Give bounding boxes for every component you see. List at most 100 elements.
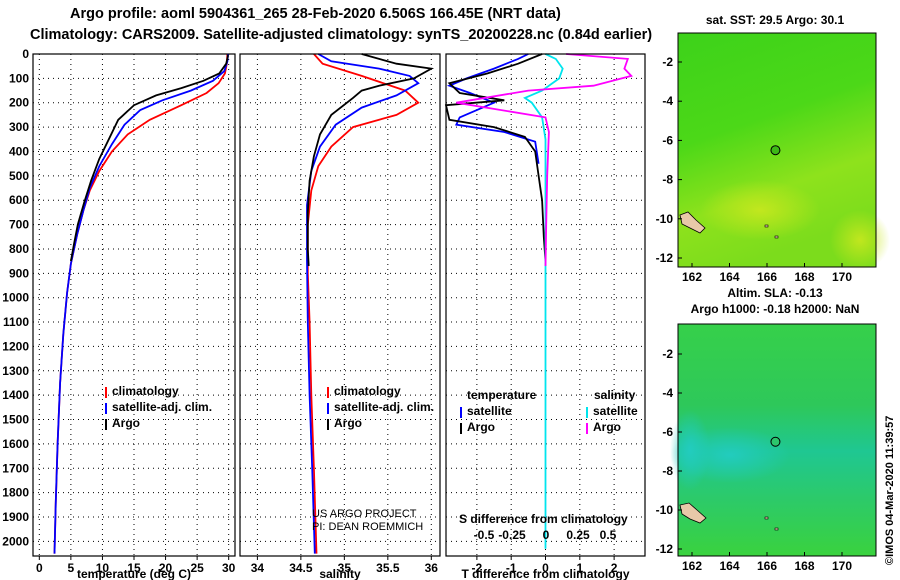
depth-tick-label: 1200 bbox=[2, 339, 29, 353]
x-tick-label: 35.5 bbox=[376, 561, 400, 575]
depth-tick-label: 1600 bbox=[2, 437, 29, 451]
sla-high-patch bbox=[670, 410, 710, 490]
sst-warm-patch bbox=[830, 210, 890, 270]
x-axis-label: salinity bbox=[319, 567, 361, 580]
project-annotation: US ARGO PROJECT bbox=[312, 508, 417, 520]
chart-title-line1: Argo profile: aoml 5904361_265 28-Feb-20… bbox=[70, 6, 561, 22]
map-lat-tick: -6 bbox=[662, 133, 673, 147]
chart-title-line2: Climatology: CARS2009. Satellite-adjuste… bbox=[30, 27, 653, 43]
legend-title-temperature: temperature bbox=[467, 388, 537, 402]
imos-timestamp: ©IMOS 04-Mar-2020 11:39:57 bbox=[884, 416, 896, 565]
s-difference-title: S difference from climatology bbox=[459, 512, 628, 526]
s-tick-label: 0 bbox=[543, 528, 550, 542]
island-land bbox=[764, 224, 769, 228]
depth-tick-label: 1700 bbox=[2, 461, 29, 475]
map-lon-tick: 166 bbox=[757, 559, 777, 573]
depth-tick-label: 1500 bbox=[2, 413, 29, 427]
x-tick-label: 25 bbox=[190, 561, 204, 575]
map-lat-tick: -12 bbox=[656, 251, 674, 265]
sla-map: Altim. SLA: -0.13 Argo h1000: -0.18 h200… bbox=[656, 286, 877, 573]
island-land bbox=[774, 235, 779, 239]
depth-tick-label: 600 bbox=[9, 193, 29, 207]
legend-title-salinity: salinity bbox=[594, 388, 636, 402]
x-tick-label: 5 bbox=[68, 561, 75, 575]
sst-map: sat. SST: 29.5 Argo: 30.1 -2 -4 -6 -8 -10 -12… bbox=[656, 13, 890, 284]
depth-tick-label: 400 bbox=[9, 144, 29, 158]
series-line-t-argo bbox=[444, 53, 547, 262]
map-lon-tick: 170 bbox=[832, 559, 852, 573]
map-lon-tick: 168 bbox=[794, 270, 814, 284]
series-line-satellite-adj-clim- bbox=[53, 53, 229, 554]
x-tick-label: -2 bbox=[472, 561, 483, 575]
sla-map-frame bbox=[677, 323, 877, 557]
depth-tick-label: 1300 bbox=[2, 364, 29, 378]
map-lon-tick: 164 bbox=[719, 270, 739, 284]
legend-label: satellite-adj. clim. bbox=[112, 400, 212, 414]
sst-map-frame bbox=[677, 32, 877, 268]
map-lon-tick: 164 bbox=[719, 559, 739, 573]
map-lon-tick: 168 bbox=[794, 559, 814, 573]
x-tick-label: 36 bbox=[425, 561, 439, 575]
island-land bbox=[764, 516, 769, 520]
map-lon-tick: 166 bbox=[757, 270, 777, 284]
map-lat-tick: -6 bbox=[662, 425, 673, 439]
sst-map-title: sat. SST: 29.5 Argo: 30.1 bbox=[706, 13, 845, 27]
s-tick-label: -0.5 bbox=[474, 528, 495, 542]
depth-tick-label: 800 bbox=[9, 242, 29, 256]
sst-warm-patch bbox=[700, 180, 820, 240]
x-tick-label: 1 bbox=[576, 561, 583, 575]
pi-annotation: PI: DEAN ROEMMICH bbox=[312, 521, 423, 533]
argo-float-marker bbox=[770, 145, 781, 156]
map-lon-tick: 170 bbox=[832, 270, 852, 284]
depth-tick-label: 1400 bbox=[2, 388, 29, 402]
s-tick-label: -0.25 bbox=[498, 528, 526, 542]
legend-label: satellite bbox=[467, 404, 512, 418]
x-tick-label: 2 bbox=[611, 561, 618, 575]
legend-label: Argo bbox=[112, 416, 140, 430]
depth-tick-label: 100 bbox=[9, 71, 29, 85]
depth-tick-label: 1900 bbox=[2, 510, 29, 524]
legend-label: satellite-adj. clim. bbox=[334, 400, 434, 414]
x-axis-label: T difference from climatology bbox=[461, 567, 629, 580]
sla-map-title-line2: Argo h1000: -0.18 h2000: NaN bbox=[691, 302, 860, 316]
depth-tick-label: 1100 bbox=[3, 315, 29, 329]
series-line-s-argo bbox=[456, 53, 634, 267]
island-land bbox=[774, 527, 779, 531]
x-axis-label: temperature (deg C) bbox=[77, 567, 191, 580]
s-tick-label: 0.25 bbox=[566, 528, 590, 542]
series-line-climatology bbox=[306, 53, 420, 554]
map-lat-tick: -4 bbox=[662, 94, 673, 108]
legend-label: Argo bbox=[467, 420, 495, 434]
depth-tick-label: 1800 bbox=[2, 486, 29, 500]
x-tick-label: 34.5 bbox=[289, 561, 313, 575]
x-tick-label: 0 bbox=[36, 561, 43, 575]
depth-tick-label: 500 bbox=[9, 169, 29, 183]
x-tick-label: 34 bbox=[251, 561, 265, 575]
legend-label: climatology bbox=[334, 384, 401, 398]
plot-frame bbox=[239, 53, 441, 557]
x-tick-label: 0 bbox=[542, 561, 549, 575]
x-tick-label: 15 bbox=[127, 561, 141, 575]
depth-tick-label: 200 bbox=[9, 96, 29, 110]
x-tick-label: 20 bbox=[159, 561, 173, 575]
series-line-argo bbox=[70, 55, 229, 262]
series-line-argo bbox=[306, 53, 435, 267]
depth-tick-label: 900 bbox=[9, 266, 29, 280]
map-lat-tick: -8 bbox=[662, 173, 673, 187]
map-lat-tick: -8 bbox=[662, 464, 673, 478]
depth-tick-label: 300 bbox=[9, 120, 29, 134]
map-lon-tick: 162 bbox=[682, 270, 702, 284]
depth-tick-label: 2000 bbox=[2, 534, 29, 548]
map-lat-tick: -10 bbox=[656, 503, 674, 517]
s-tick-label: 0.5 bbox=[600, 528, 617, 542]
sla-map-title-line1: Altim. SLA: -0.13 bbox=[727, 286, 823, 300]
series-line-s-satellite bbox=[523, 53, 564, 549]
depth-tick-label: 1000 bbox=[2, 291, 29, 305]
legend-label: Argo bbox=[334, 416, 362, 430]
legend-label: Argo bbox=[593, 420, 621, 434]
legend-label: satellite bbox=[593, 404, 638, 418]
argo-float-marker bbox=[770, 436, 781, 447]
island-land bbox=[679, 211, 706, 234]
map-lat-tick: -12 bbox=[656, 542, 674, 556]
